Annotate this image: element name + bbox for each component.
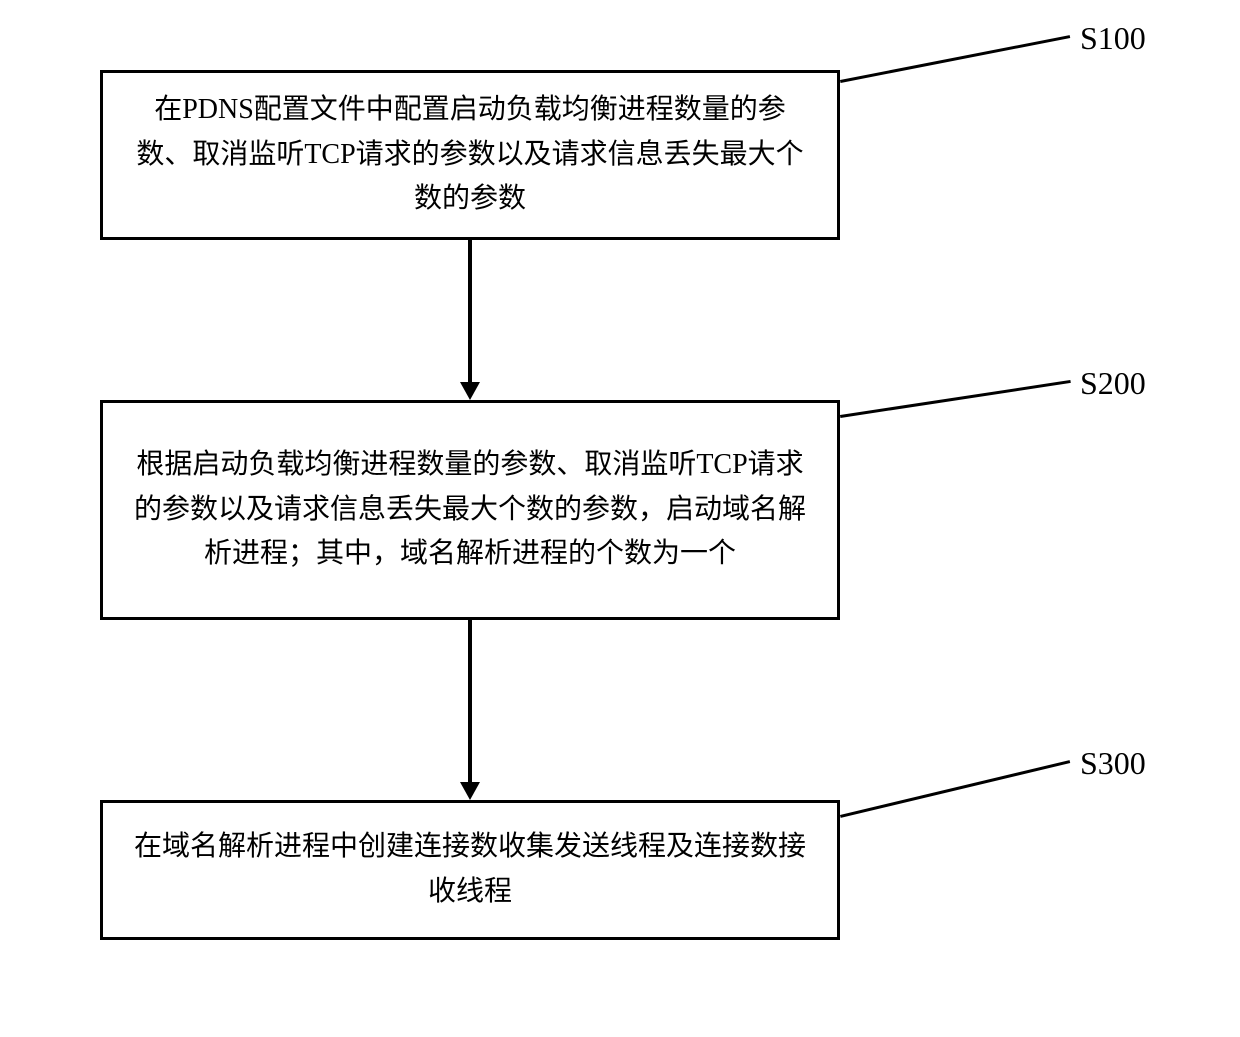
step-label-s100: S100 bbox=[1080, 20, 1146, 57]
step-label-s200: S200 bbox=[1080, 365, 1146, 402]
connector-s100-s200 bbox=[468, 240, 472, 382]
flowchart-node-s200: 根据启动负载均衡进程数量的参数、取消监听TCP请求的参数以及请求信息丢失最大个数… bbox=[100, 400, 840, 620]
leader-line-s200 bbox=[840, 380, 1070, 418]
leader-line-s300 bbox=[840, 760, 1071, 818]
flowchart-node-s100: 在PDNS配置文件中配置启动负载均衡进程数量的参数、取消监听TCP请求的参数以及… bbox=[100, 70, 840, 240]
node-text: 在PDNS配置文件中配置启动负载均衡进程数量的参数、取消监听TCP请求的参数以及… bbox=[133, 88, 807, 222]
flowchart-node-s300: 在域名解析进程中创建连接数收集发送线程及连接数接收线程 bbox=[100, 800, 840, 940]
leader-line-s100 bbox=[840, 35, 1071, 83]
arrow-icon bbox=[460, 382, 480, 400]
arrow-icon bbox=[460, 782, 480, 800]
node-text: 根据启动负载均衡进程数量的参数、取消监听TCP请求的参数以及请求信息丢失最大个数… bbox=[133, 443, 807, 577]
flowchart-canvas: 在PDNS配置文件中配置启动负载均衡进程数量的参数、取消监听TCP请求的参数以及… bbox=[0, 0, 1240, 1037]
node-text: 在域名解析进程中创建连接数收集发送线程及连接数接收线程 bbox=[133, 825, 807, 915]
step-label-s300: S300 bbox=[1080, 745, 1146, 782]
connector-s200-s300 bbox=[468, 620, 472, 782]
